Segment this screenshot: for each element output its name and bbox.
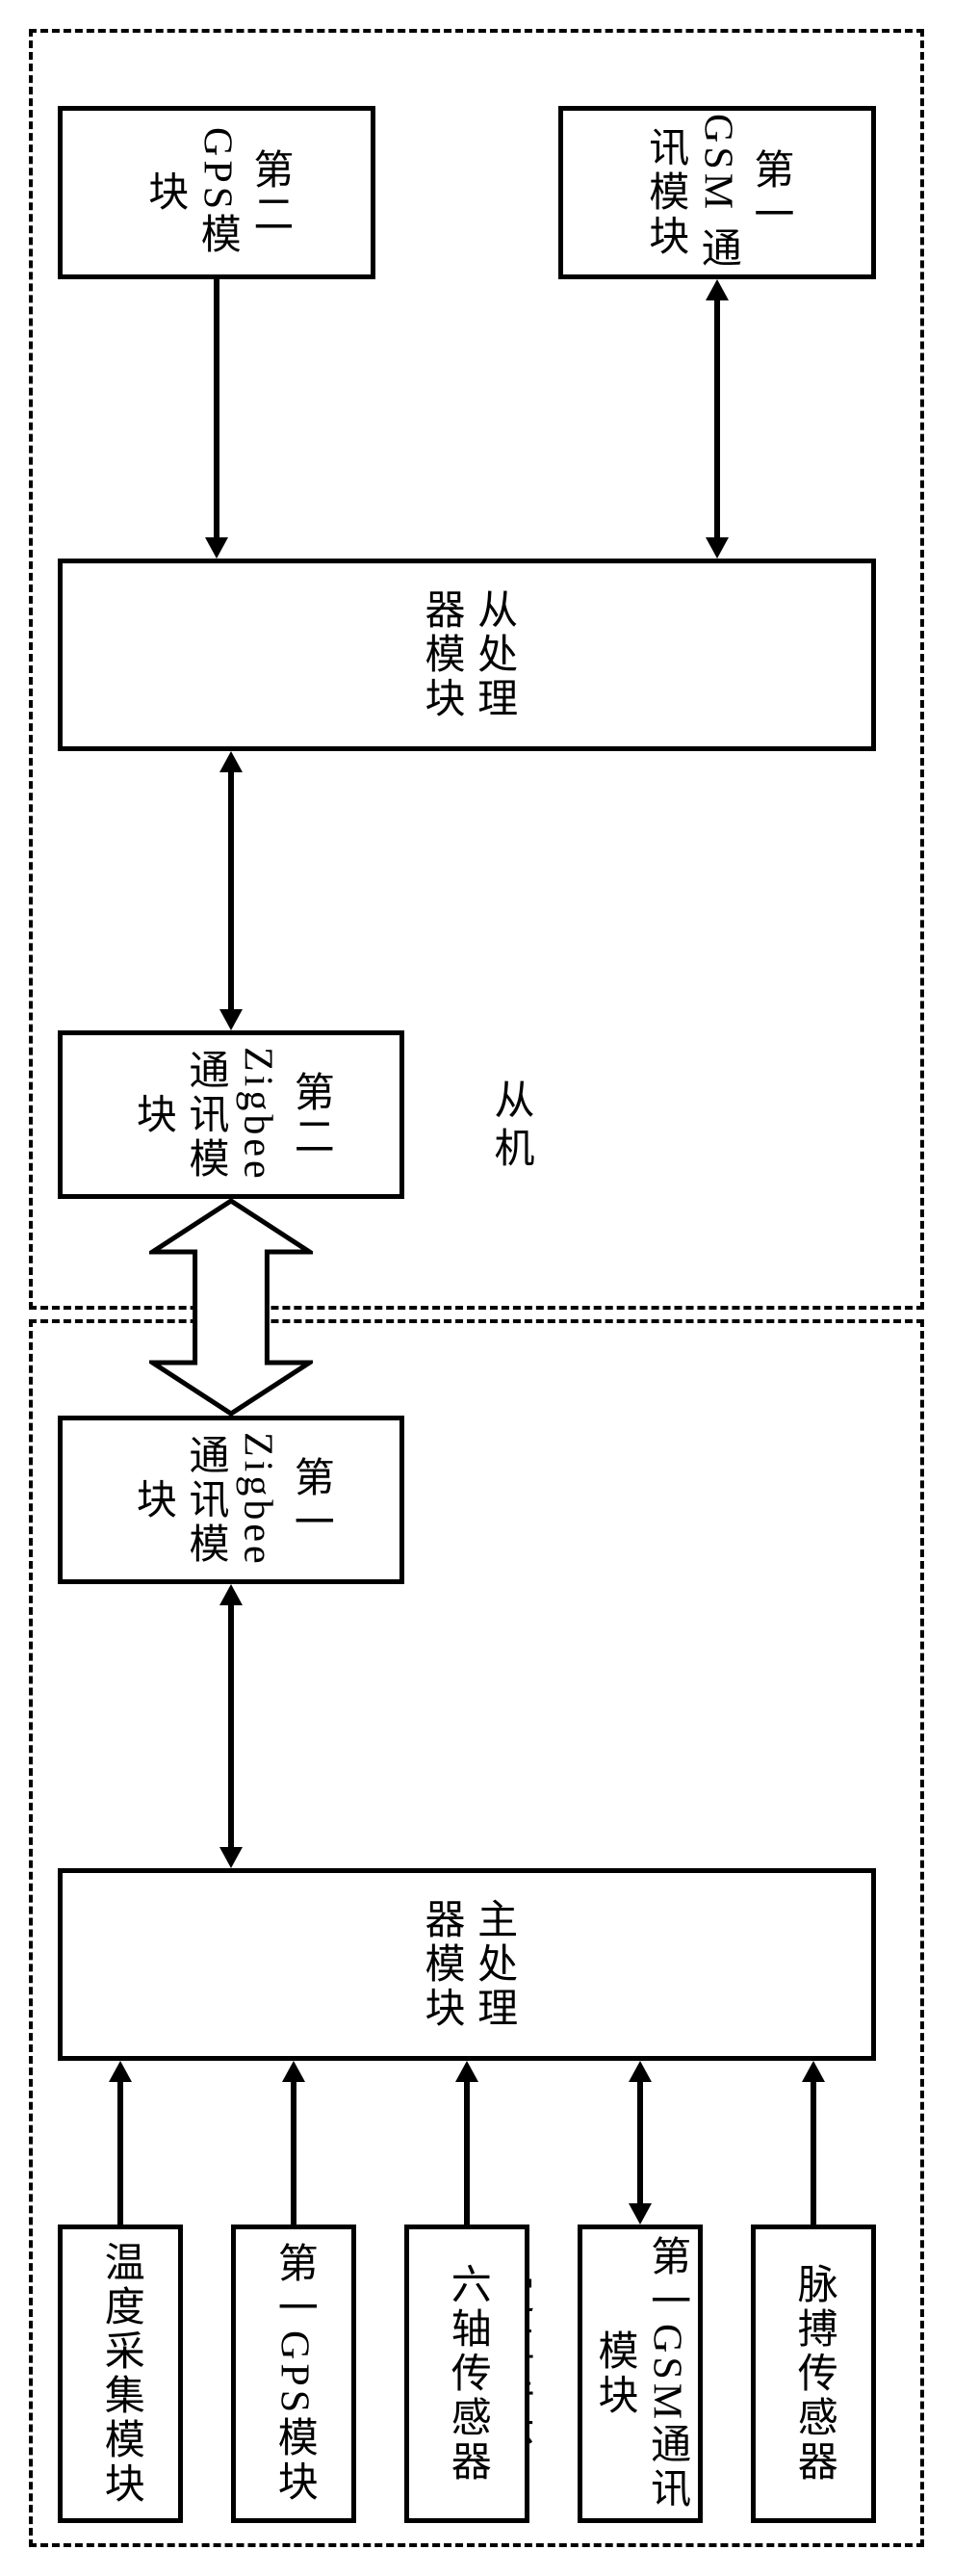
box-pulse: 脉搏传感器	[751, 2225, 876, 2523]
arrow-head	[282, 2061, 305, 2082]
box-gsm1: 第一GSM通讯 模块	[578, 2225, 703, 2523]
box-gps1: 第一GPS模块	[231, 2225, 356, 2523]
box-label-mainproc: 主处理 器模块	[414, 1873, 519, 2056]
box-slaveproc: 从处理 器模块	[58, 559, 876, 751]
arrow-head	[629, 2061, 652, 2082]
box-label-zigbee2: 第二Zigbee 通讯模块	[126, 1035, 336, 1194]
arrow-head	[109, 2061, 132, 2082]
box-zigbee1: 第一Zigbee 通讯模块	[58, 1416, 404, 1584]
box-label-pulse: 脉搏传感器	[787, 2263, 840, 2485]
box-zigbee2: 第二Zigbee 通讯模块	[58, 1030, 404, 1199]
box-label-slaveproc: 从处理 器模块	[414, 563, 519, 746]
arrow-head	[455, 2061, 478, 2082]
arrow-line	[214, 279, 219, 539]
arrow-line	[117, 2080, 123, 2225]
box-gsm2: 第一GSM 通讯模块	[558, 106, 876, 279]
arrow-head	[219, 1847, 243, 1868]
box-gps2: 第二 GPS模块	[58, 106, 375, 279]
box-label-gsm2: 第一GSM 通讯模块	[638, 111, 796, 274]
box-label-sixaxis: 六轴传感器	[441, 2263, 494, 2485]
box-mainproc: 主处理 器模块	[58, 1868, 876, 2061]
big-double-arrow	[149, 1199, 313, 1416]
arrow-line	[811, 2080, 816, 2225]
arrow-line	[228, 770, 234, 1011]
arrow-head	[219, 1009, 243, 1030]
arrow-head	[802, 2061, 825, 2082]
box-temp: 温度采集模块	[58, 2225, 183, 2523]
arrow-head	[706, 279, 729, 300]
arrow-line	[291, 2080, 296, 2225]
group-label-slave: 从机	[481, 1079, 540, 1175]
box-sixaxis: 六轴传感器	[404, 2225, 529, 2523]
block-diagram: 定位手环从机温度采集模块第一GPS模块六轴传感器第一GSM通讯 模块脉搏传感器主…	[19, 19, 934, 2557]
arrow-head	[219, 1584, 243, 1605]
arrow-line	[464, 2080, 470, 2225]
arrow-line	[637, 2080, 643, 2205]
box-label-gps2: 第二 GPS模块	[138, 111, 296, 274]
box-label-gps1: 第一GPS模块	[268, 2242, 321, 2505]
box-label-temp: 温度采集模块	[94, 2241, 147, 2507]
box-label-gsm1: 第一GSM通讯 模块	[587, 2229, 692, 2518]
arrow-head	[706, 537, 729, 559]
arrow-line	[714, 299, 720, 539]
arrow-line	[228, 1603, 234, 1849]
box-label-zigbee1: 第一Zigbee 通讯模块	[126, 1420, 336, 1579]
arrow-head	[205, 537, 228, 559]
arrow-head	[629, 2203, 652, 2225]
arrow-head	[219, 751, 243, 772]
